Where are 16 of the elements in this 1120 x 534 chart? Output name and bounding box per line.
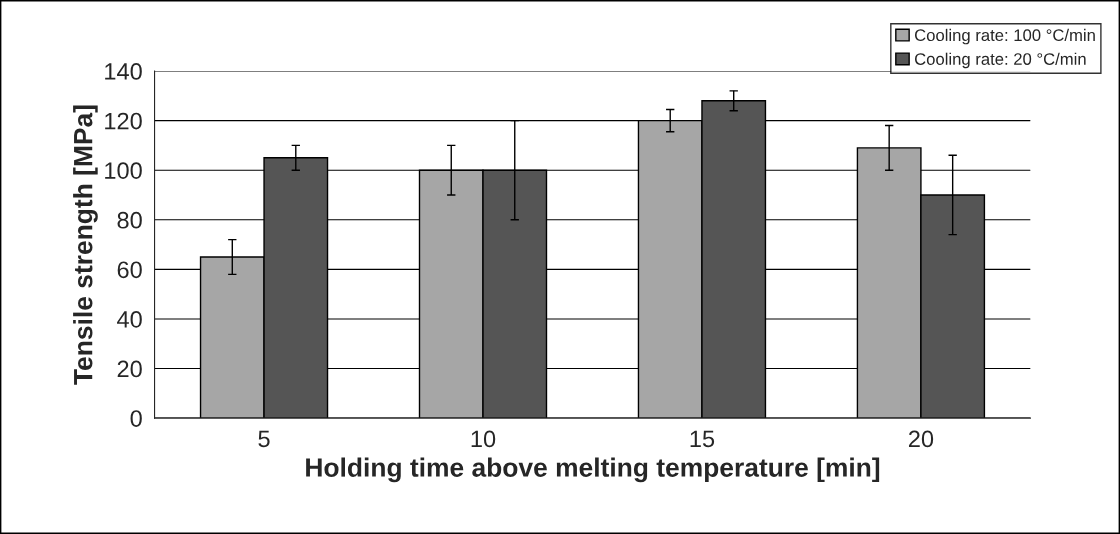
y-tick-label: 100 xyxy=(105,162,142,179)
x-tick-label: 5 xyxy=(258,430,270,448)
x-tick-label: 20 xyxy=(908,430,934,448)
y-tick-label: 0 xyxy=(130,410,142,427)
y-tick-label: 60 xyxy=(117,261,142,279)
x-tick-label: 15 xyxy=(690,430,715,448)
y-tick-label: 20 xyxy=(117,360,142,378)
y-tick-label: 40 xyxy=(117,311,142,328)
x-tick-label: 10 xyxy=(471,430,496,448)
y-tick-label: 120 xyxy=(105,112,142,130)
y-tick-label: 80 xyxy=(117,211,142,229)
legend-label: Cooling rate: 100 °C/min xyxy=(915,28,1095,45)
y-tick-label: 140 xyxy=(105,63,142,80)
y-axis-title: Tensile strength [MPa] xyxy=(73,105,98,385)
legend-label: Cooling rate: 20 °C/min xyxy=(915,52,1086,69)
x-axis-title: Holding time above melting temperature [min] xyxy=(306,457,880,483)
